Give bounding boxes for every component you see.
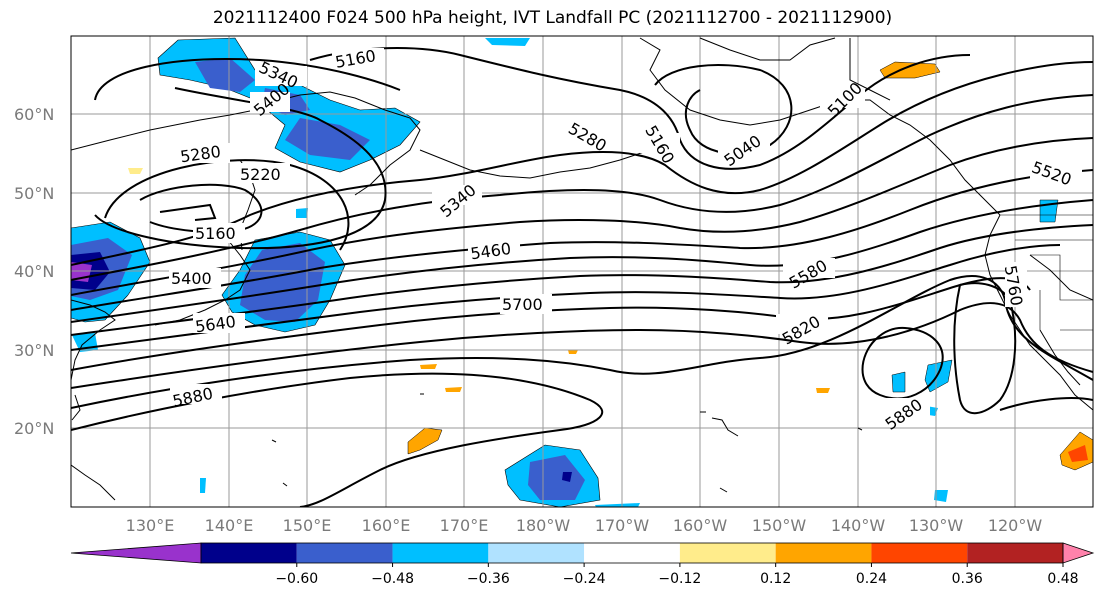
lon-label: 140°W xyxy=(831,516,886,535)
lon-label: 130°E xyxy=(126,516,175,535)
colorbar-tick-label: 0.36 xyxy=(952,571,983,587)
contour-label: 5400 xyxy=(171,269,212,288)
lon-label: 130°W xyxy=(909,516,964,535)
ivt-positive-anomaly-shading xyxy=(128,61,1093,471)
lat-label: 50°N xyxy=(14,184,54,203)
map-title: 2021112400 F024 500 hPa height, IVT Land… xyxy=(212,8,893,28)
map-plot-area: 5160 5340 5400 5280 5220 5160 5400 5640 … xyxy=(71,36,1093,507)
lon-label: 120°W xyxy=(988,516,1043,535)
colorbar-extend-high xyxy=(1062,542,1095,564)
colorbar-tick-label: −0.12 xyxy=(658,571,701,587)
colorbar-tick-label: −0.60 xyxy=(275,571,318,587)
lat-label: 30°N xyxy=(14,341,54,360)
contour-label: 5220 xyxy=(240,165,281,184)
lon-label: 150°E xyxy=(283,516,332,535)
lon-label: 170°E xyxy=(440,516,489,535)
colorbar-tick-label: 0.24 xyxy=(856,571,887,587)
colorbar-segment xyxy=(584,543,680,563)
colorbar: −0.60 −0.48 −0.36 −0.24 −0.12 0.12 0.24 0.36 0.4… xyxy=(70,542,1095,587)
map-frame xyxy=(70,35,1094,508)
lon-label: 180°W xyxy=(516,516,571,535)
colorbar-segment xyxy=(679,543,776,563)
colorbar-segment xyxy=(296,543,393,563)
lat-label: 20°N xyxy=(14,419,54,438)
lat-label: 60°N xyxy=(14,105,54,124)
lat-label: 40°N xyxy=(14,262,54,281)
colorbar-segment xyxy=(392,543,489,563)
lon-label: 170°W xyxy=(595,516,650,535)
colorbar-segment xyxy=(775,543,872,563)
colorbar-tick-label: −0.24 xyxy=(563,571,606,587)
colorbar-segment xyxy=(967,543,1063,563)
lon-label: 160°W xyxy=(673,516,728,535)
lon-label: 140°E xyxy=(205,516,254,535)
map-gridlines xyxy=(71,36,1093,507)
lon-label: 160°E xyxy=(362,516,411,535)
colorbar-segment xyxy=(201,543,297,563)
colorbar-tick-label: −0.48 xyxy=(371,571,414,587)
colorbar-segment xyxy=(871,543,968,563)
contour-label: 5700 xyxy=(502,295,543,314)
longitude-labels: 130°E 140°E 150°E 160°E 170°E 180°W 170°… xyxy=(126,516,1043,535)
colorbar-tick-label: −0.36 xyxy=(467,571,510,587)
contour-label: 5160 xyxy=(195,224,236,243)
colorbar-tick-label: 0.48 xyxy=(1047,571,1078,587)
lon-label: 150°W xyxy=(752,516,807,535)
colorbar-tick-label: 0.12 xyxy=(760,571,791,587)
latitude-labels: 60°N 50°N 40°N 30°N 20°N xyxy=(14,105,54,438)
colorbar-extend-low xyxy=(70,542,202,564)
state-borders xyxy=(1000,214,1093,331)
colorbar-outline xyxy=(200,542,1064,564)
colorbar-segment xyxy=(488,543,585,563)
